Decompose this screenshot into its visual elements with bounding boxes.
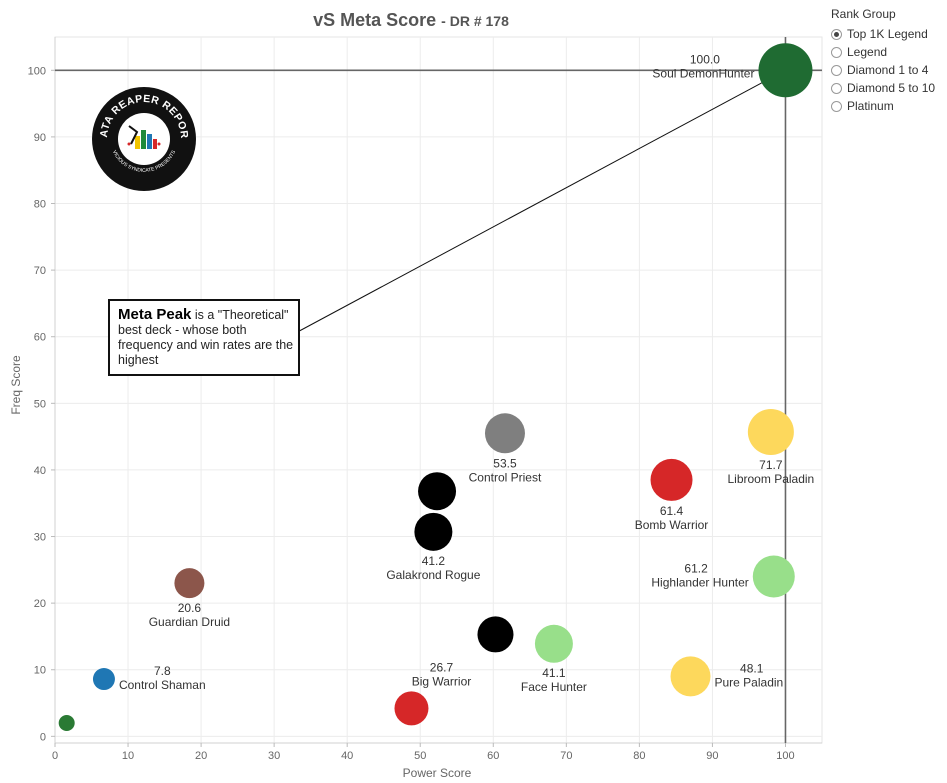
x-tick-label: 20 <box>195 750 207 762</box>
chart-title-main: vS Meta Score <box>313 10 437 30</box>
data-label-name: Big Warrior <box>412 674 472 688</box>
scatter-point[interactable] <box>394 691 429 726</box>
data-label-name: Control Priest <box>469 470 542 484</box>
callout-text: is a "Theoretical" best deck - whose bot… <box>118 308 294 367</box>
scatter-point[interactable] <box>758 43 813 98</box>
y-tick-label: 0 <box>40 731 46 743</box>
legend-item-platinum[interactable]: Platinum <box>831 97 935 115</box>
y-tick-label: 10 <box>34 665 46 677</box>
x-tick-label: 100 <box>776 750 794 762</box>
radio-icon[interactable] <box>831 28 842 40</box>
legend-title: Rank Group <box>831 7 896 21</box>
scatter-point[interactable] <box>174 568 205 599</box>
scatter-point[interactable] <box>58 715 75 732</box>
data-label-name: Control Shaman <box>119 678 206 692</box>
x-axis-label: Power Score <box>403 766 472 780</box>
scatter-point[interactable] <box>747 408 794 455</box>
scatter-point[interactable] <box>650 458 693 501</box>
rank-group-legend: Rank Group Top 1K Legend Legend Diamond … <box>831 7 935 115</box>
x-tick-label: 80 <box>633 750 645 762</box>
x-tick-label: 90 <box>706 750 718 762</box>
data-label-value: 41.1 <box>542 666 566 680</box>
meta-peak-callout: Meta Peak is a "Theoretical" best deck -… <box>108 299 300 376</box>
data-label-value: 20.6 <box>178 601 202 615</box>
scatter-point[interactable] <box>418 472 457 511</box>
radio-icon[interactable] <box>831 64 842 76</box>
scatter-point[interactable] <box>752 555 795 598</box>
data-label-value: 61.4 <box>660 504 684 518</box>
data-label-value: 53.5 <box>493 456 517 470</box>
y-tick-label: 20 <box>34 598 46 610</box>
x-tick-label: 30 <box>268 750 280 762</box>
scatter-point[interactable] <box>670 656 711 697</box>
x-tick-label: 10 <box>122 750 134 762</box>
y-tick-label: 60 <box>34 332 46 344</box>
y-tick-label: 100 <box>28 65 46 77</box>
data-label-value: 100.0 <box>690 52 720 66</box>
radio-icon[interactable] <box>831 100 842 112</box>
x-tick-label: 40 <box>341 750 353 762</box>
y-tick-label: 30 <box>34 532 46 544</box>
callout-bold: Meta Peak <box>118 306 192 323</box>
data-label-name: Libroom Paladin <box>728 472 815 486</box>
data-label-name: Galakrond Rogue <box>386 568 480 582</box>
data-label-value: 7.8 <box>154 664 171 678</box>
y-axis-label: Freq Score <box>9 355 23 415</box>
scatter-point[interactable] <box>92 668 115 691</box>
data-label-name: Bomb Warrior <box>635 518 709 532</box>
chart-subtitle: DR # 178 <box>449 13 509 29</box>
axes: 0 10 20 30 40 50 60 70 80 90 100 0 10 20 30 40 50 60 70 80 9… <box>28 37 822 762</box>
y-tick-label: 40 <box>34 465 46 477</box>
data-reaper-report-logo: DATA REAPER REPORT VICIOUS SYNDICATE PRE… <box>87 77 197 192</box>
data-label-name: Guardian Druid <box>149 615 230 629</box>
callout-arrow <box>289 72 781 337</box>
x-tick-label: 50 <box>414 750 426 762</box>
scatter-point[interactable] <box>484 413 525 454</box>
scatter-point[interactable] <box>534 624 573 663</box>
data-label-value: 71.7 <box>759 458 783 472</box>
x-tick-label: 0 <box>52 750 58 762</box>
chart-marks <box>58 43 813 732</box>
reference-lines <box>55 37 822 743</box>
legend-item-top-1k-legend[interactable]: Top 1K Legend <box>831 25 935 43</box>
scatter-point[interactable] <box>477 616 514 653</box>
data-label-name: Highlander Hunter <box>651 575 748 589</box>
radio-icon[interactable] <box>831 46 842 58</box>
legend-item-diamond-5-to-10[interactable]: Diamond 5 to 10 <box>831 79 935 97</box>
data-label-value: 48.1 <box>740 661 764 675</box>
legend-item-diamond-1-to-4[interactable]: Diamond 1 to 4 <box>831 61 935 79</box>
data-label-name: Face Hunter <box>521 680 587 694</box>
legend-item-label: Diamond 5 to 10 <box>847 81 936 95</box>
x-tick-label: 60 <box>487 750 499 762</box>
chart-title: vS Meta Score - DR # 178 <box>0 10 822 31</box>
radio-icon[interactable] <box>831 82 842 94</box>
legend-item-label: Legend <box>847 45 888 59</box>
legend-item-label: Top 1K Legend <box>847 27 928 41</box>
data-label-name: Pure Paladin <box>715 675 784 689</box>
callout-arrow-line <box>289 72 780 337</box>
y-tick-label: 90 <box>34 132 46 144</box>
data-label-value: 41.2 <box>422 554 446 568</box>
chart-subtitle-sep: - <box>441 13 450 29</box>
legend-item-label: Diamond 1 to 4 <box>847 63 929 77</box>
y-tick-label: 70 <box>34 265 46 277</box>
data-label-name: Soul DemonHunter <box>652 66 754 80</box>
scatter-point[interactable] <box>414 512 453 551</box>
y-tick-label: 50 <box>34 398 46 410</box>
data-label-value: 26.7 <box>430 660 454 674</box>
y-tick-label: 80 <box>34 199 46 211</box>
legend-item-label: Platinum <box>847 99 894 113</box>
data-label-value: 61.2 <box>684 561 708 575</box>
x-tick-label: 70 <box>560 750 572 762</box>
legend-item-legend[interactable]: Legend <box>831 43 935 61</box>
